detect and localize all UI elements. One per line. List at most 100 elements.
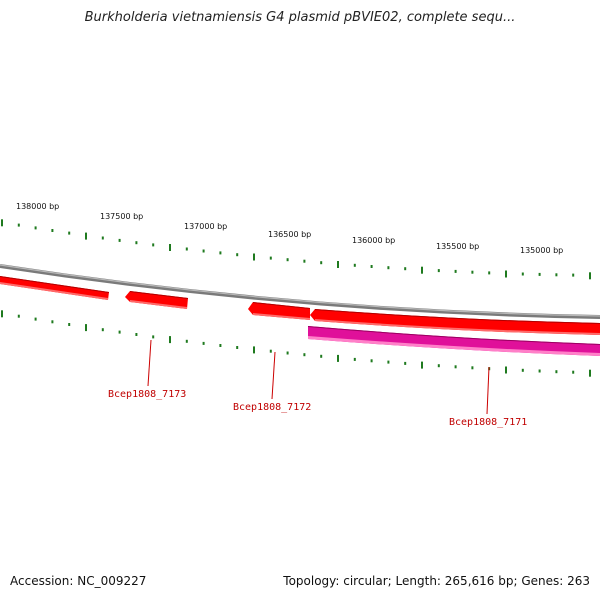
tick-label-137000: 137000 bp bbox=[184, 222, 227, 231]
gene-label-bcep1808-7171[interactable]: Bcep1808_7171 bbox=[449, 417, 527, 428]
inner-ruler-minor-tick bbox=[370, 359, 373, 363]
gene-label-bcep1808-7172[interactable]: Bcep1808_7172 bbox=[233, 402, 311, 413]
inner-ruler-minor-tick bbox=[118, 330, 121, 334]
inner-ruler-minor-tick bbox=[572, 370, 575, 374]
inner-ruler-minor-tick bbox=[471, 366, 474, 370]
inner-ruler-major-tick bbox=[253, 346, 255, 354]
tick-label-135500: 135500 bp bbox=[436, 242, 479, 251]
outer-ruler-major-tick bbox=[169, 244, 171, 251]
inner-ruler-minor-tick bbox=[152, 335, 155, 339]
outer-ruler-minor-tick bbox=[185, 247, 188, 251]
inner-ruler-minor-tick bbox=[521, 368, 524, 372]
tick-label-137500: 137500 bp bbox=[100, 212, 143, 221]
inner-ruler-minor-tick bbox=[202, 341, 205, 345]
outer-ruler-major-tick bbox=[337, 261, 339, 268]
outer-ruler-minor-tick bbox=[404, 267, 407, 271]
tick-label-136500: 136500 bp bbox=[268, 230, 311, 239]
inner-ruler-major-tick bbox=[85, 324, 87, 332]
outer-ruler-minor-tick bbox=[135, 241, 138, 245]
outer-ruler-minor-tick bbox=[538, 272, 541, 276]
outer-ruler-minor-tick bbox=[68, 231, 71, 235]
outer-ruler-minor-tick bbox=[219, 251, 222, 255]
outer-ruler-minor-tick bbox=[471, 270, 474, 274]
label-line-bcep1808-7171 bbox=[486, 366, 490, 415]
gene-features bbox=[0, 276, 600, 356]
outer-ruler-minor-tick bbox=[437, 269, 440, 273]
outer-ruler-ticks bbox=[1, 219, 591, 280]
gene-arrow-bcep1808-7174[interactable] bbox=[0, 276, 109, 300]
outer-ruler-minor-tick bbox=[454, 269, 457, 273]
outer-ruler-minor-tick bbox=[202, 249, 205, 253]
outer-ruler-minor-tick bbox=[521, 272, 524, 276]
inner-ruler-major-tick bbox=[589, 369, 591, 377]
outer-ruler-minor-tick bbox=[152, 243, 155, 247]
outer-ruler-minor-tick bbox=[303, 259, 306, 263]
inner-ruler-major-tick bbox=[421, 361, 423, 369]
inner-ruler-minor-tick bbox=[219, 344, 222, 347]
inner-ruler-minor-tick bbox=[34, 317, 37, 321]
outer-ruler-minor-tick bbox=[555, 273, 558, 277]
outer-ruler-minor-tick bbox=[34, 226, 37, 230]
inner-ruler-minor-tick bbox=[68, 323, 71, 326]
tick-label-136000: 136000 bp bbox=[352, 236, 395, 245]
outer-ruler-minor-tick bbox=[488, 271, 491, 275]
outer-ruler-minor-tick bbox=[387, 266, 390, 270]
inner-ruler-major-tick bbox=[337, 354, 339, 362]
outer-ruler-minor-tick bbox=[17, 223, 20, 227]
outer-ruler-minor-tick bbox=[353, 263, 356, 267]
outer-ruler-major-tick bbox=[85, 232, 87, 240]
inner-ruler-minor-tick bbox=[303, 353, 306, 357]
inner-ruler-minor-tick bbox=[51, 320, 54, 324]
inner-ruler-minor-tick bbox=[387, 360, 390, 364]
outer-ruler-major-tick bbox=[505, 270, 507, 278]
outer-ruler-minor-tick bbox=[51, 229, 54, 232]
inner-ruler-minor-tick bbox=[538, 369, 541, 373]
outer-ruler-minor-tick bbox=[320, 261, 323, 265]
cds-arrow-bcep1808-7171[interactable] bbox=[308, 326, 600, 356]
label-line-bcep1808-7172 bbox=[271, 351, 276, 400]
inner-ruler-minor-tick bbox=[555, 370, 558, 374]
outer-ruler-minor-tick bbox=[118, 238, 121, 242]
outer-ruler-minor-tick bbox=[572, 273, 575, 277]
outer-ruler-major-tick bbox=[589, 272, 591, 280]
tick-label-138000: 138000 bp bbox=[16, 202, 59, 211]
inner-ruler-minor-tick bbox=[286, 351, 289, 355]
inner-ruler-minor-tick bbox=[135, 333, 138, 336]
inner-ruler-minor-tick bbox=[437, 364, 440, 368]
label-line-bcep1808-7173 bbox=[147, 339, 152, 387]
outer-ruler-minor-tick bbox=[286, 258, 289, 262]
plasmid-backbone bbox=[0, 264, 600, 319]
gene-label-bcep1808-7173[interactable]: Bcep1808_7173 bbox=[108, 389, 186, 400]
inner-ruler-minor-tick bbox=[101, 328, 104, 332]
outer-ruler-major-tick bbox=[253, 253, 255, 261]
map-summary-text: Topology: circular; Length: 265,616 bp; … bbox=[283, 574, 590, 588]
outer-ruler-minor-tick bbox=[101, 236, 104, 240]
map-title: Burkholderia vietnamiensis G4 plasmid pB… bbox=[84, 10, 516, 25]
tick-label-135000: 135000 bp bbox=[520, 246, 563, 255]
gene-label-lines bbox=[147, 339, 490, 415]
inner-ruler-minor-tick bbox=[454, 365, 457, 369]
gene-arrow-bcep1808-7172[interactable] bbox=[248, 302, 310, 320]
outer-ruler-minor-tick bbox=[370, 265, 373, 268]
outer-ruler-minor-tick bbox=[269, 256, 272, 260]
inner-ruler-minor-tick bbox=[404, 361, 407, 365]
gene-arrow-bcep1808-7173[interactable] bbox=[125, 291, 188, 309]
inner-ruler-minor-tick bbox=[236, 346, 239, 349]
outer-ruler-minor-tick bbox=[236, 253, 239, 257]
inner-ruler-major-tick bbox=[505, 366, 507, 374]
gene-arrow-bcep1808-7171[interactable] bbox=[310, 309, 600, 335]
inner-ruler-minor-tick bbox=[17, 314, 20, 318]
inner-ruler-minor-tick bbox=[320, 354, 323, 358]
gene-labels: Bcep1808_7173 Bcep1808_7172 Bcep1808_717… bbox=[108, 389, 527, 428]
inner-ruler-major-tick bbox=[169, 336, 171, 344]
outer-ruler-major-tick bbox=[1, 219, 3, 227]
plasmid-backbone-highlight bbox=[0, 264, 600, 317]
inner-ruler-minor-tick bbox=[353, 357, 356, 361]
inner-ruler-major-tick bbox=[1, 310, 3, 318]
accession-text: Accession: NC_009227 bbox=[10, 574, 147, 588]
outer-ruler-major-tick bbox=[421, 266, 423, 274]
inner-ruler-ticks bbox=[1, 310, 591, 377]
ruler-tick-labels: 138000 bp 137500 bp 137000 bp 136500 bp … bbox=[16, 202, 563, 255]
